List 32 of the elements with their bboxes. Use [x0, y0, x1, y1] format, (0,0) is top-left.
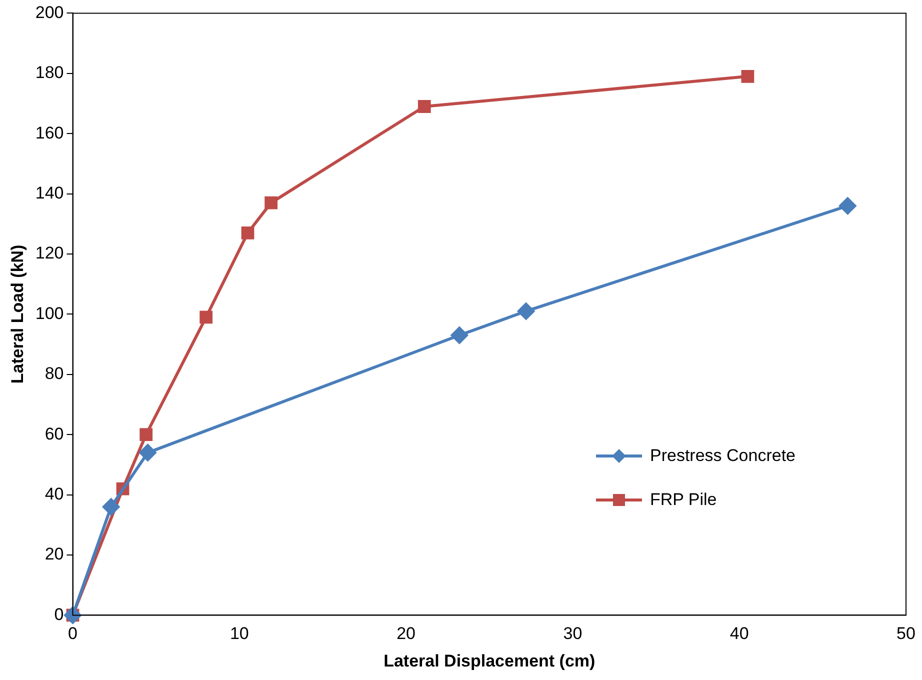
x-tick-label: 30 — [563, 624, 582, 644]
point — [839, 197, 856, 214]
y-tick-label: 200 — [35, 2, 64, 22]
point — [741, 70, 754, 83]
y-tick-label: 60 — [44, 424, 64, 444]
y-tick-label: 180 — [35, 63, 64, 82]
x-tick-label: 10 — [230, 624, 249, 644]
y-tick-label: 120 — [35, 244, 64, 263]
y-axis-title: Lateral Load (kN) — [8, 244, 27, 384]
x-tick-label: 20 — [396, 624, 416, 644]
point — [241, 226, 254, 240]
y-tick-label: 160 — [35, 123, 64, 142]
y-tick-label: 40 — [44, 484, 64, 504]
point — [200, 310, 213, 324]
x-tick-label: 50 — [896, 624, 916, 644]
y-tick-label: 140 — [35, 183, 64, 202]
point — [264, 196, 278, 210]
legend-label: Prestress Concrete — [650, 446, 796, 466]
point — [140, 428, 153, 442]
y-tick-label: 100 — [35, 304, 64, 323]
point — [450, 326, 468, 344]
point — [102, 498, 120, 516]
legend-label: FRP Pile — [650, 490, 717, 510]
x-tick-label: 0 — [68, 624, 78, 644]
y-tick-label: 20 — [44, 544, 64, 564]
y-tick-label: 0 — [54, 604, 64, 624]
point — [418, 100, 431, 113]
x-tick-label: 40 — [730, 624, 749, 644]
y-tick-label: 80 — [44, 364, 64, 384]
point — [518, 302, 535, 320]
point — [139, 444, 156, 462]
x-axis-title: Lateral Displacement (cm) — [384, 651, 596, 670]
